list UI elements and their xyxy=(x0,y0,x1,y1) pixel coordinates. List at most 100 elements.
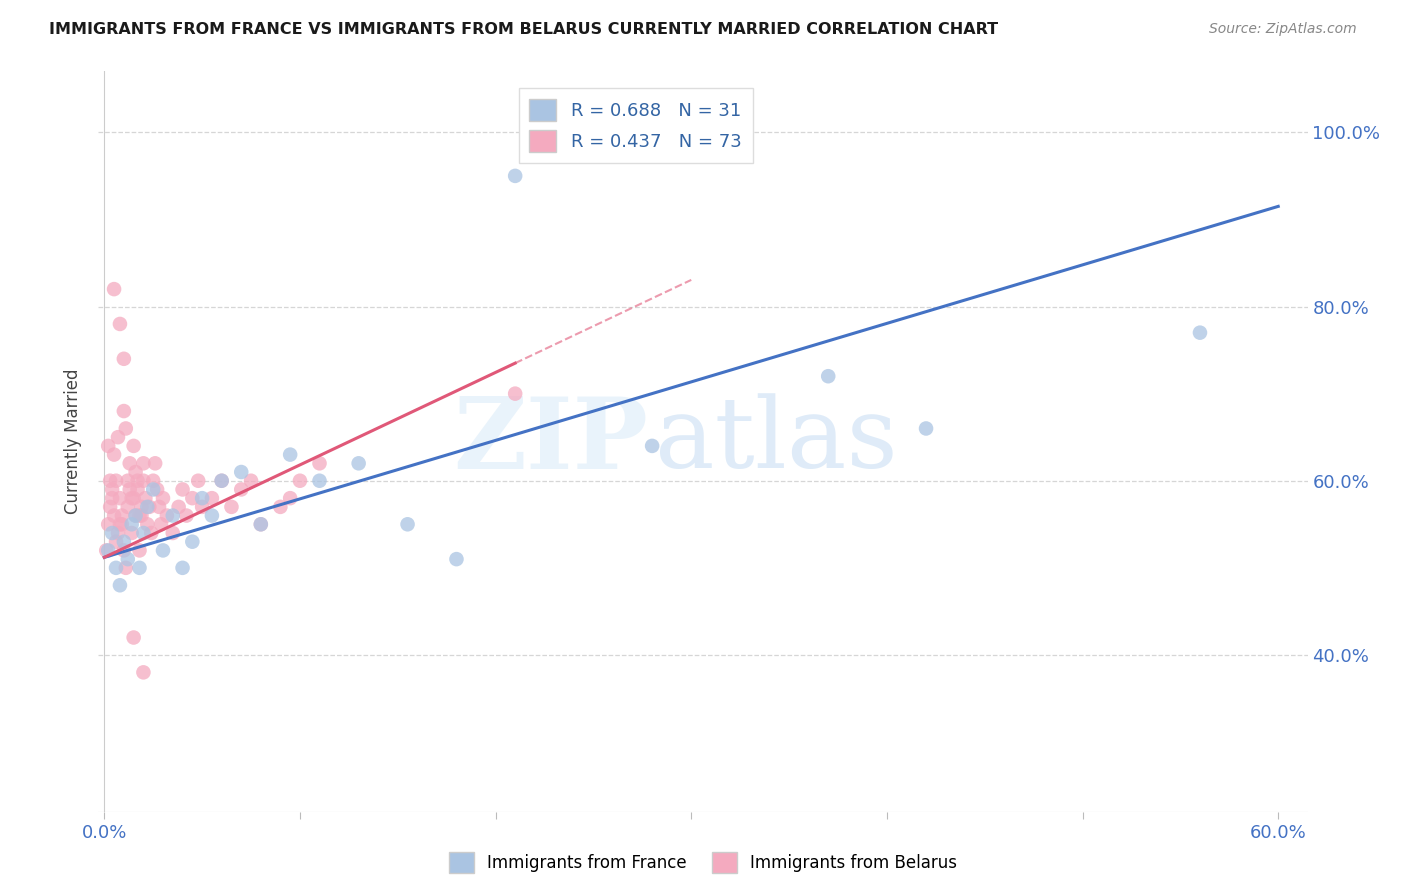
Point xyxy=(142,483,165,497)
Point xyxy=(141,526,163,541)
Point xyxy=(107,526,129,541)
Text: ZIP: ZIP xyxy=(454,393,648,490)
Point xyxy=(112,543,135,558)
Point xyxy=(118,483,141,497)
Point xyxy=(124,508,146,523)
Point xyxy=(162,508,184,523)
Point xyxy=(96,543,118,558)
Point xyxy=(128,561,150,575)
Legend: R = 0.688   N = 31, R = 0.437   N = 73: R = 0.688 N = 31, R = 0.437 N = 73 xyxy=(519,87,752,162)
Point xyxy=(121,517,143,532)
Point xyxy=(288,474,311,488)
Point xyxy=(127,483,149,497)
Point xyxy=(172,561,194,575)
Point xyxy=(132,456,155,470)
Point xyxy=(132,665,155,680)
Point xyxy=(122,631,145,645)
Point xyxy=(101,491,124,505)
Point xyxy=(117,552,139,566)
Point xyxy=(221,500,243,514)
Point xyxy=(111,508,134,523)
Point xyxy=(201,508,224,523)
Point xyxy=(121,526,143,541)
Point xyxy=(105,534,128,549)
Point xyxy=(121,491,143,505)
Point xyxy=(240,474,263,488)
Text: atlas: atlas xyxy=(655,393,897,490)
Point xyxy=(152,543,174,558)
Point xyxy=(103,508,125,523)
Point xyxy=(128,543,150,558)
Point xyxy=(97,517,120,532)
Point xyxy=(108,491,131,505)
Point xyxy=(172,483,194,497)
Point xyxy=(103,282,125,296)
Point xyxy=(107,430,129,444)
Point xyxy=(98,474,121,488)
Point xyxy=(503,386,526,401)
Point xyxy=(97,439,120,453)
Point xyxy=(250,517,273,532)
Point xyxy=(231,465,253,479)
Point xyxy=(167,500,190,514)
Point xyxy=(231,483,253,497)
Point xyxy=(250,517,273,532)
Point xyxy=(112,351,135,366)
Point xyxy=(187,474,209,488)
Point xyxy=(128,508,150,523)
Point xyxy=(131,500,153,514)
Point xyxy=(108,517,131,532)
Point xyxy=(278,448,301,462)
Point xyxy=(127,474,149,488)
Point xyxy=(112,534,135,549)
Point xyxy=(117,474,139,488)
Point xyxy=(124,508,146,523)
Point xyxy=(97,543,120,558)
Point xyxy=(122,439,145,453)
Point xyxy=(156,508,179,523)
Point xyxy=(308,474,330,488)
Point xyxy=(108,317,131,331)
Point xyxy=(152,491,174,505)
Point xyxy=(132,474,155,488)
Point xyxy=(162,526,184,541)
Point xyxy=(117,500,139,514)
Point xyxy=(131,508,153,523)
Point xyxy=(181,491,204,505)
Point xyxy=(148,500,170,514)
Point xyxy=(122,491,145,505)
Point xyxy=(124,465,146,479)
Point xyxy=(143,456,166,470)
Point xyxy=(211,474,233,488)
Point xyxy=(211,474,233,488)
Text: Source: ZipAtlas.com: Source: ZipAtlas.com xyxy=(1209,22,1357,37)
Text: IMMIGRANTS FROM FRANCE VS IMMIGRANTS FROM BELARUS CURRENTLY MARRIED CORRELATION : IMMIGRANTS FROM FRANCE VS IMMIGRANTS FRO… xyxy=(49,22,998,37)
Point xyxy=(108,578,131,592)
Point xyxy=(278,491,301,505)
Point xyxy=(191,500,214,514)
Point xyxy=(308,456,330,470)
Y-axis label: Currently Married: Currently Married xyxy=(65,368,83,515)
Point xyxy=(105,474,128,488)
Point xyxy=(101,526,124,541)
Point xyxy=(136,500,159,514)
Point xyxy=(103,448,125,462)
Point xyxy=(114,421,136,435)
Point xyxy=(105,561,128,575)
Point xyxy=(112,404,135,418)
Point xyxy=(150,517,173,532)
Point xyxy=(98,500,121,514)
Point xyxy=(396,517,419,532)
Point xyxy=(201,491,224,505)
Point xyxy=(191,491,214,505)
Point xyxy=(118,456,141,470)
Point xyxy=(136,517,159,532)
Point xyxy=(114,561,136,575)
Point xyxy=(446,552,468,566)
Point xyxy=(1188,326,1211,340)
Point xyxy=(142,474,165,488)
Point xyxy=(134,491,156,505)
Point xyxy=(503,169,526,183)
Point xyxy=(132,526,155,541)
Point xyxy=(641,439,664,453)
